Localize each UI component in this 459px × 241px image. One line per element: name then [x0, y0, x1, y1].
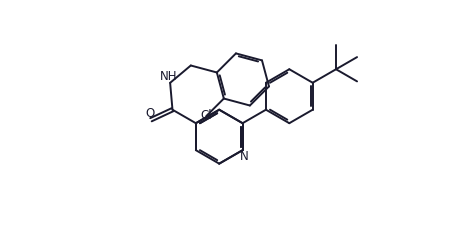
Text: NH: NH	[160, 70, 178, 83]
Text: Cl: Cl	[200, 109, 212, 122]
Text: N: N	[240, 150, 249, 163]
Text: O: O	[145, 107, 154, 120]
